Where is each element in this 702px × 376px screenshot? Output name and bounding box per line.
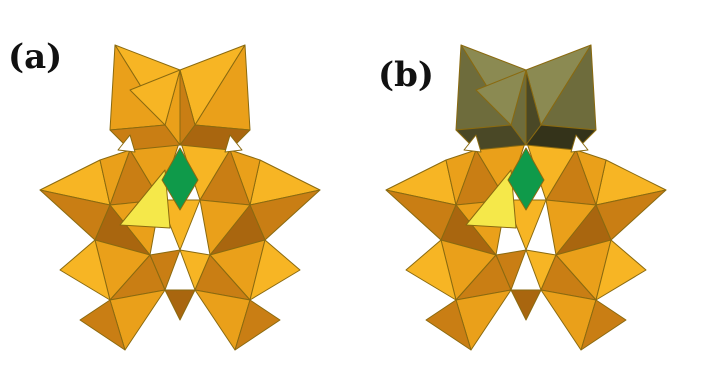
cap-front bbox=[475, 69, 527, 126]
panel-label-a: (a) bbox=[8, 37, 63, 77]
cluster-a bbox=[39, 44, 321, 351]
facet-bottom-right-2 bbox=[234, 299, 281, 351]
facet-green-center bbox=[507, 147, 545, 211]
cluster-b bbox=[385, 44, 667, 351]
cap-front bbox=[129, 69, 181, 126]
facet-low-right-3 bbox=[595, 239, 647, 301]
facet-yellow bbox=[119, 169, 171, 229]
facet-bottom-left-2 bbox=[79, 299, 126, 351]
panel-label-b: (b) bbox=[378, 55, 434, 95]
void-right bbox=[224, 134, 243, 153]
void-right bbox=[570, 134, 589, 153]
facet-bottom-center bbox=[164, 289, 196, 321]
facet-yellow bbox=[465, 169, 517, 229]
facet-low-left-3 bbox=[405, 239, 457, 301]
void-left bbox=[117, 134, 136, 153]
facet-bottom-center bbox=[510, 289, 542, 321]
facet-bottom-right-2 bbox=[580, 299, 627, 351]
facet-green-center bbox=[161, 147, 199, 211]
facet-low-right-3 bbox=[249, 239, 301, 301]
facet-low-left-3 bbox=[59, 239, 111, 301]
facet-bottom-left-2 bbox=[425, 299, 472, 351]
void-left bbox=[463, 134, 482, 153]
